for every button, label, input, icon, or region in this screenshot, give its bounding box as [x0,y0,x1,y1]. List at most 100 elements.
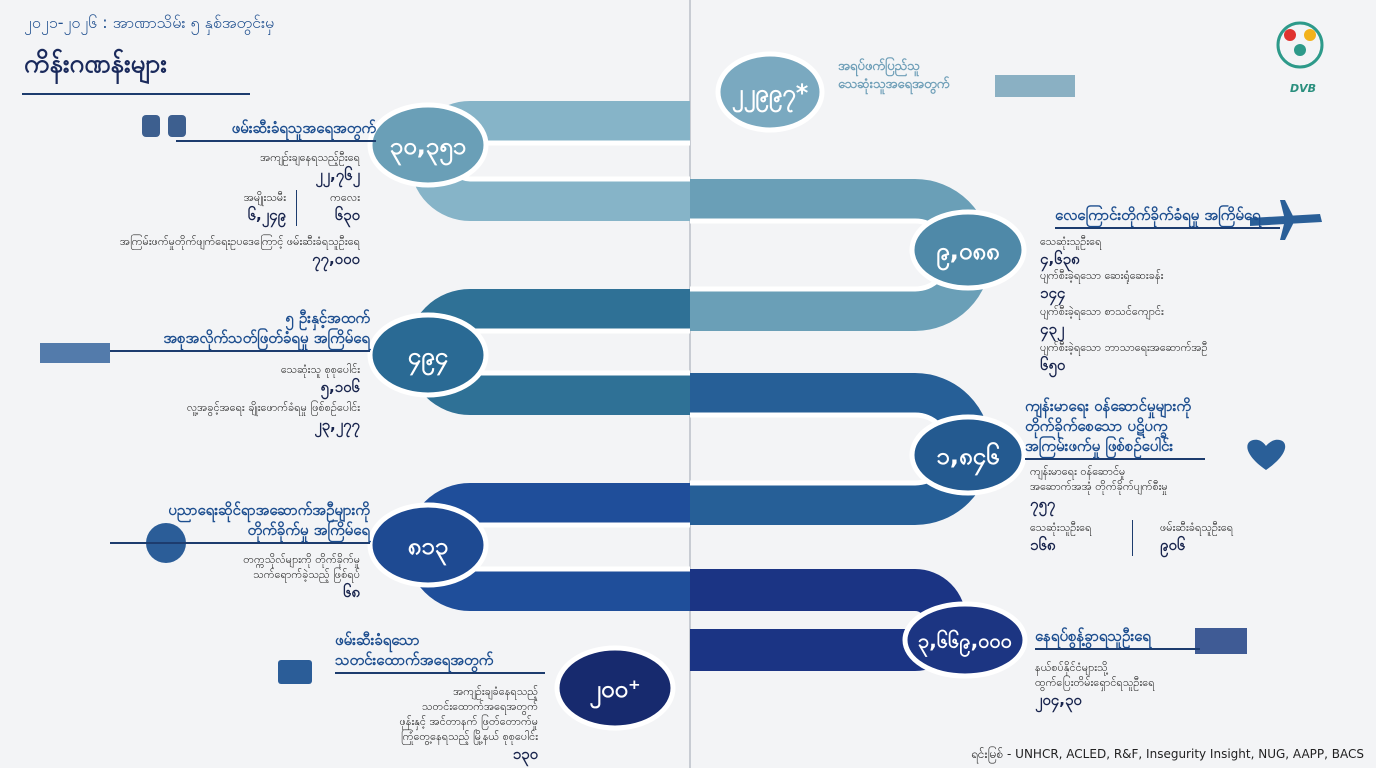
item-label: ထွက်ပြေးတိမ်းရှောင်ရသူဦးရေ [1035,676,1155,689]
source: ရင်းမြစ် - UNHCR, ACLED, R&F, Insegurity… [971,747,1364,761]
item-label: အကျဉ်းချခံနေရသည့် [453,685,538,698]
item: ကျန်းမာရေး ဝန်ဆောင်မှုအဆောက်အအုံ တိုက်ခိ… [1030,464,1168,514]
item-value: ၆၈ [342,583,360,601]
section-heading: ၅ ဦးနှင့်အထက်အစုအလိုက်သတ်ဖြတ်ခံရမှု အကြိ… [110,308,370,352]
shape [909,209,1027,291]
text: တိုက်ခိုက်စေသော ပဋိပက္ခ [1025,417,1168,435]
item-value: ၄,၆၃၈ [1040,250,1080,268]
title: ကိန်းဂဏန်းများ [24,49,167,79]
item: ပျက်စီးခဲ့ရသော စာသင်ကျောင်း ၄၃၂ [1040,304,1164,339]
icon-fist [142,115,160,137]
section-heading: ဖမ်းဆီးခံရသောသတင်းထောက်အရေအတွက် [335,630,545,674]
shape [1294,44,1306,56]
shape [367,312,489,398]
item-value: ၉၀၆ [1160,536,1186,554]
item: သေဆုံးသူဦးရေ၁၆၈ [1030,520,1091,555]
shape [909,414,1027,496]
item-value: ၆၃၀ [334,206,360,224]
text: အကြမ်းဖက်မှု ဖြစ်စဉ်ပေါင်း [1025,437,1174,455]
item-value: ၁၆၈ [1030,536,1056,554]
item-value: ၁၄၄ [1040,284,1066,302]
shape [715,51,825,133]
circles [367,51,1028,731]
subtitle: ၂၀၂၁-၂၀၂၆ : အာဏာသိမ်း ၅ နှစ်အတွင်းမှ [24,13,275,32]
item: လူ့အခွင့်အရေး ချိုးဖောက်ခံရမှု ဖြစ်စဉ်ပေ… [187,400,360,435]
item-label: ပျက်စီးခဲ့ရသော ဘာသာရေးအဆောက်အဦ [1040,341,1208,354]
icon-camera [278,660,312,684]
divider [296,190,297,226]
item-label: ပျက်စီးခဲ့ရသော စာသင်ကျောင်း [1040,305,1164,318]
item-label: ကျန်းမာရေး ဝန်ဆောင်မှု [1030,465,1126,478]
item: တက္ကသိုလ်များကို တိုက်ခိုက်မှုသက်ရောက်ခဲ… [243,552,360,602]
item-label: ဖမ်းဆီးခံရသူဦးရေ [1160,521,1234,534]
item: ဖမ်းဆီးခံရသူဦးရေ၉၀၆ [1160,520,1233,555]
item-label: အကြမ်းဖက်မှုတိုက်ဖျက်ရေးဥပဒေကြောင့် ဖမ်း… [119,235,360,248]
section-heading: လေကြောင်းတိုက်ခိုက်ခံရမှု အကြိမ်ရေ [1055,205,1280,229]
item-value: ၆,၂၄၉ [247,206,286,224]
item-label: အမျိုးသမီး [243,191,286,204]
item-value: ၇၅၇ [1030,495,1056,513]
item-label: သေဆုံးသူဦးရေ [1030,521,1092,534]
section-heading: ပညာရေးဆိုင်ရာအဆောက်အဦများကိုတိုက်ခိုက်မှ… [110,500,370,544]
item: အမျိုးသမီး၆,၂၄၉ [244,190,286,225]
item-label: ကလေး [330,191,360,204]
text: သတင်းထောက်အရေအတွက် [335,651,494,669]
icon-people [40,343,110,363]
text: ၅ ဦးနှင့်အထက် [285,309,370,327]
item-label: လူ့အခွင့်အရေး ချိုးဖောက်ခံရမှု ဖြစ်စဉ်ပေ… [186,401,360,414]
shape [1284,29,1296,41]
item-value: ၁၃၀ [512,745,538,763]
item-value: ၇၇,၀၀၀ [312,250,360,268]
item: နယ်စပ်နိုင်ငံများသို့ထွက်ပြေးတိမ်းရှောင်… [1035,660,1155,710]
item-value: ၆၅၀ [1040,356,1066,374]
item-value: ၂၃,၂၇၇ [314,416,360,434]
item-value: ၅,၁၀၆ [320,378,360,396]
item: သေဆုံးသူ စုစုပေါင်း၅,၁၀၆ [281,362,360,397]
item-label: ဖုန်းနှင့် အင်တာနက် ဖြတ်တောက်မှု [399,715,538,728]
shape [367,502,489,588]
icon-fist [168,115,186,137]
logo-text: DVB [1290,82,1316,95]
icon-refugees [1195,628,1247,654]
item-label: သက်ရောက်ခဲ့သည့် ဖြစ်ရပ် [253,568,360,581]
section-heading: ကျန်းမာရေး ဝန်ဆောင်မှုများကို တိုက်ခိုက်စ… [1025,396,1205,460]
item: ပျက်စီးခဲ့ရသော ဆေးရုံဆေးခန်း ၁၄၄ [1040,268,1163,303]
shape [554,645,676,731]
item: အကြမ်းဖက်မှုတိုက်ဖျက်ရေးဥပဒေကြောင့် ဖမ်း… [120,234,360,269]
text: အစုအလိုက်သတ်ဖြတ်ခံရမှု အကြိမ်ရေ [163,329,370,347]
shape [367,102,489,188]
item-value: ၂၀၄,၃၀ [1035,691,1082,709]
icon-heart [1247,439,1286,470]
item-label: နယ်စပ်နိုင်ငံများသို့ [1035,661,1108,674]
section-heading: ဖမ်းဆီးခံရသူအရေအတွက် [176,118,376,142]
heading-line: အရပ်ဖက်ပြည်သူ [838,59,920,74]
divider [1132,520,1133,556]
item-label: သေဆုံးသူဦးရေ [1040,235,1102,248]
item: အကျဉ်းချခံနေရသည့်သတင်းထောက်အရေအတွက်ဖုန်း… [399,684,538,764]
item-label: သတင်းထောက်အရေအတွက် [421,700,538,713]
logo: DVB [1276,21,1324,95]
text: ပညာရေးဆိုင်ရာအဆောက်အဦများကို [168,501,370,519]
section-heading: အရပ်ဖက်ပြည်သူ သေဆုံးသူအရေအတွက် [838,58,949,94]
item: သေဆုံးသူဦးရေ၄,၆၃၈ [1040,234,1101,269]
shape [1276,21,1324,69]
shape [1304,29,1316,41]
heading-line: သေဆုံးသူအရေအတွက် [838,77,950,92]
icons [40,75,1322,684]
item-label: တက္ကသိုလ်များကို တိုက်ခိုက်မှု [243,553,360,566]
item-label: အဆောက်အအုံ တိုက်ခိုက်ပျက်စီးမှု [1030,480,1168,493]
icon-stretcher [995,75,1075,97]
item-label: ကြုံတွေ့နေရသည့် မြို့နယ် စုစုပေါင်း [400,730,538,743]
item: ကလေး၆၃၀ [330,190,360,225]
text: တိုက်ခိုက်မှု အကြိမ်ရေ [247,521,370,539]
text: ဖမ်းဆီးခံရသော [335,631,420,649]
item: အကျဉ်းချနေရသည့်ဦးရေ၂၂,၇၆၂ [260,150,360,185]
item: ပျက်စီးခဲ့ရသော ဘာသာရေးအဆောက်အဦ၆၅၀ [1040,340,1208,375]
item-value: ၂၂,၇၆၂ [315,166,360,184]
item-label: သေဆုံးသူ စုစုပေါင်း [280,363,360,376]
item-label: အကျဉ်းချနေရသည့်ဦးရေ [260,151,360,164]
shape [902,601,1028,679]
section-heading: နေရပ်စွန့်ခွာရသူဦးရေ [1035,626,1200,650]
